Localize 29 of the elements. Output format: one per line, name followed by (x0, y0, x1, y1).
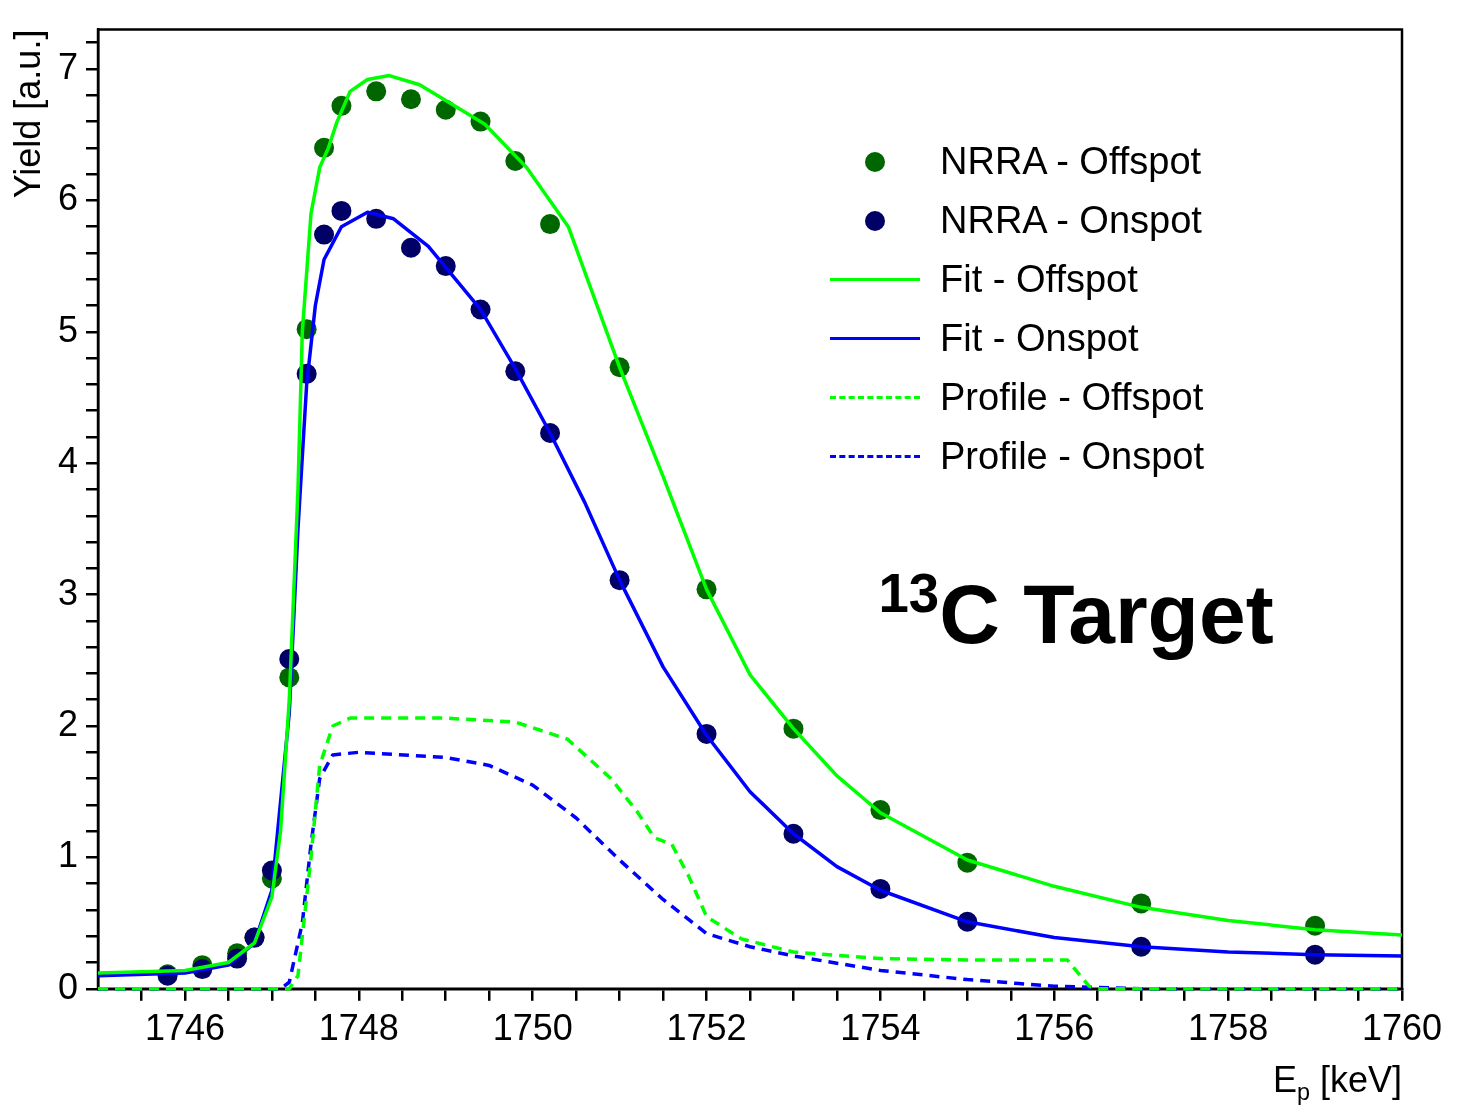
x-tick-label: 1748 (318, 1007, 399, 1049)
legend-label: NRRA - Onspot (940, 199, 1202, 242)
legend-label: Profile - Onspot (940, 435, 1204, 478)
point (331, 200, 352, 221)
legend-label: Fit - Onspot (940, 317, 1139, 360)
x-tick-label: 1758 (1188, 1007, 1269, 1049)
point (400, 89, 421, 110)
x-tick-label: 1754 (840, 1007, 921, 1049)
x-tick-label: 1750 (492, 1007, 573, 1049)
y-tick-label: 5 (57, 308, 79, 350)
x-tick-label: 1760 (1361, 1007, 1443, 1049)
legend-label: NRRA - Offspot (940, 140, 1202, 183)
y-tick-label: 7 (57, 45, 79, 87)
y-axis-title: Yield [a.u.] (7, 29, 48, 199)
y-tick-label: 1 (57, 834, 79, 876)
y-tick-label: 2 (57, 702, 79, 744)
x-tick-label: 1746 (144, 1007, 225, 1049)
legend-label: Fit - Offspot (940, 258, 1138, 301)
y-tick-label: 3 (57, 571, 79, 613)
point (540, 214, 561, 235)
y-tick-label: 0 (57, 965, 79, 1007)
point (366, 81, 387, 102)
x-tick-label: 1752 (666, 1007, 747, 1049)
y-tick-label: 4 (57, 440, 79, 482)
x-tick-label: 1756 (1014, 1007, 1095, 1049)
point (314, 224, 335, 245)
point (400, 237, 421, 258)
y-tick-label: 6 (57, 177, 79, 219)
legend-label: Profile - Offspot (940, 376, 1204, 419)
